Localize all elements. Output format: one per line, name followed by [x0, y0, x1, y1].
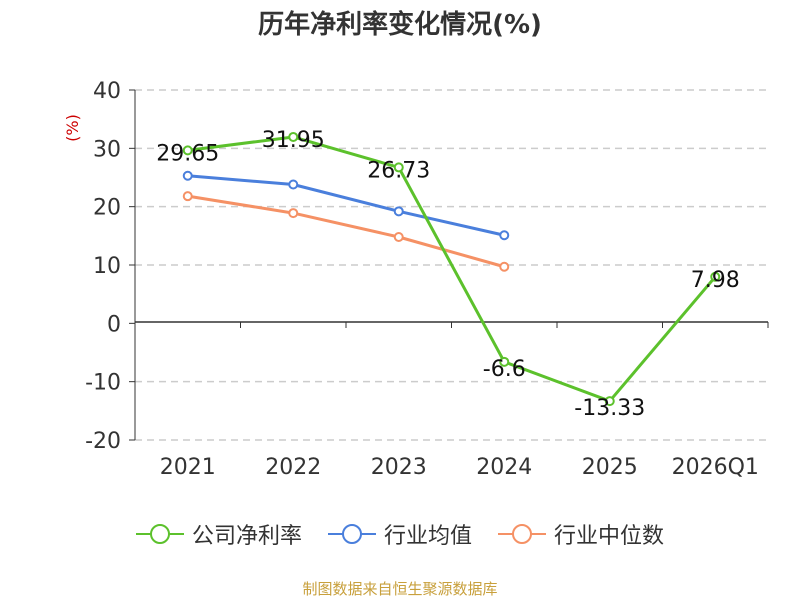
data-point [499, 356, 510, 367]
y-axis-unit-label: (%) [63, 114, 82, 142]
data-point [288, 131, 299, 142]
series-line [187, 194, 505, 269]
data-point [499, 230, 510, 241]
y-tick-label: 0 [107, 312, 121, 337]
x-tick-label: 2026Q1 [672, 455, 759, 480]
data-label: -13.33 [574, 396, 645, 421]
y-tick-label: -20 [85, 429, 121, 454]
data-label: 31.95 [262, 128, 325, 153]
y-tick-label: 10 [93, 254, 121, 279]
x-tick-label: 2024 [476, 455, 532, 480]
data-point [499, 261, 510, 272]
x-tick-label: 2021 [160, 455, 216, 480]
data-point [288, 208, 299, 219]
y-tick-label: 20 [93, 196, 121, 221]
legend-marker-industry-average [327, 524, 376, 544]
legend-marker-industry-median [498, 524, 546, 544]
data-point [182, 145, 193, 156]
data-point [393, 206, 404, 217]
data-point [710, 271, 721, 282]
axes: 40 30 20 10 0 -10 -20 2021 2022 2023 2024 2025 2026Q… [85, 79, 769, 480]
legend-label-industry-median: 行业中位数 [554, 524, 665, 549]
series-line [187, 174, 505, 237]
legend-item-company[interactable]: 公司净利率 [135, 518, 302, 550]
x-tick-label: 2022 [265, 455, 321, 480]
data-point [393, 162, 404, 173]
legend-item-industry-average[interactable]: 行业均值 [327, 518, 472, 550]
data-source-note: 制图数据来自恒生聚源数据库 [302, 580, 498, 598]
data-point [182, 170, 193, 181]
data-label: 29.65 [156, 141, 219, 166]
legend-label-company: 公司净利率 [191, 524, 302, 549]
data-label: -6.6 [483, 357, 526, 382]
data-point [393, 232, 404, 242]
series-line [187, 135, 717, 403]
y-tick-label: 30 [93, 137, 121, 162]
data-labels: 29.65 31.95 26.73 -6.6 -13.33 7.98 [156, 128, 739, 421]
legend-label-industry-average: 行业均值 [383, 524, 472, 549]
x-tick-label: 2023 [371, 455, 427, 480]
legend: 公司净利率 行业均值 行业中位数 [0, 518, 800, 550]
data-point [604, 396, 615, 407]
y-tick-label: 40 [93, 79, 121, 104]
legend-item-industry-median[interactable]: 行业中位数 [498, 518, 664, 550]
y-tick-label: -10 [85, 371, 121, 396]
series-lines [182, 131, 721, 407]
data-label: 26.73 [367, 158, 430, 183]
data-point [288, 179, 299, 190]
data-label: 7.98 [691, 268, 740, 293]
data-point [182, 191, 193, 202]
chart-title: 历年净利率变化情况(%) [258, 10, 542, 40]
x-tick-label: 2025 [582, 455, 638, 480]
legend-marker-company [135, 524, 184, 544]
